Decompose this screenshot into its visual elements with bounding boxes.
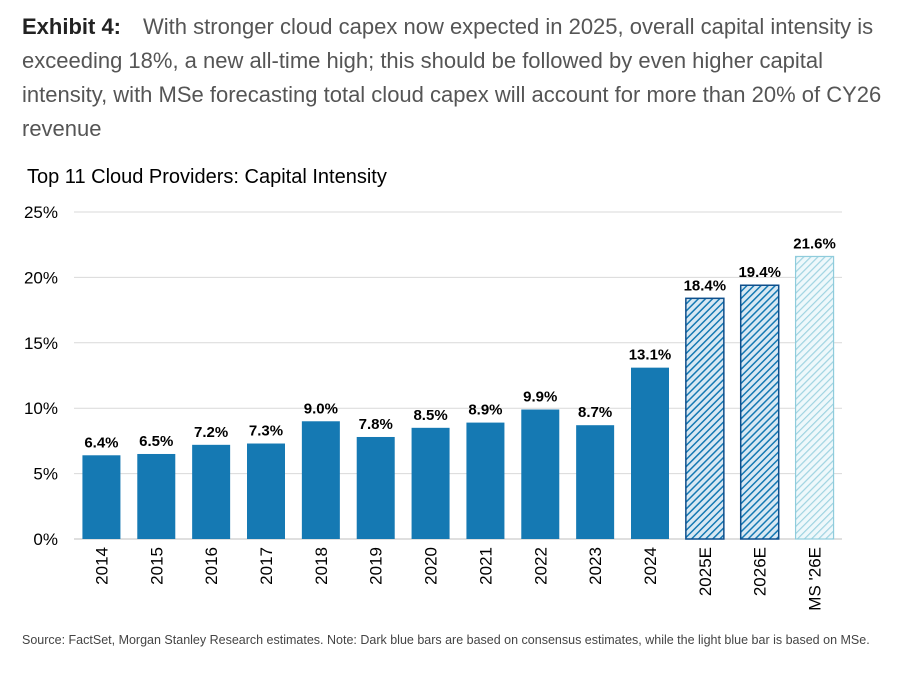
bar-2022: [521, 409, 560, 539]
data-label: 8.5%: [413, 407, 447, 424]
x-tick-label: 2016: [202, 547, 221, 585]
bar-2014: [82, 455, 121, 539]
data-label: 7.2%: [194, 424, 228, 441]
data-label: 18.4%: [684, 277, 727, 294]
x-tick-label: MS '26E: [806, 547, 825, 611]
exhibit-caption: Exhibit 4: With stronger cloud capex now …: [22, 10, 892, 146]
x-tick-label: 2014: [92, 547, 111, 585]
data-label: 6.5%: [139, 433, 173, 450]
bar-2020: [411, 427, 450, 539]
bar-2025E: [685, 297, 725, 540]
bar-2018: [301, 421, 340, 539]
y-tick-label: 20%: [24, 268, 58, 287]
exhibit-label: Exhibit 4:: [22, 14, 122, 39]
x-tick-label: 2025E: [696, 547, 715, 596]
data-label: 9.9%: [523, 389, 557, 406]
y-tick-label: 10%: [24, 399, 58, 418]
data-label: 9.0%: [304, 400, 338, 417]
data-label: 13.1%: [629, 347, 672, 364]
x-tick-label: 2020: [422, 547, 441, 585]
y-tick-label: 15%: [24, 334, 58, 353]
x-tick-label: 2024: [641, 547, 660, 585]
y-axis: 0% 5% 10% 15% 20% 25%: [24, 203, 58, 549]
bar-2015: [137, 453, 176, 539]
data-label: 8.9%: [468, 402, 502, 419]
data-label: 19.4%: [738, 264, 781, 281]
x-axis: 2014 2015 2016 2017 2018 2019 2020 2021 2022 2023…: [92, 547, 824, 611]
x-tick-label: 2023: [586, 547, 605, 585]
data-label: 6.4%: [84, 434, 118, 451]
y-tick-label: 0%: [33, 530, 58, 549]
x-tick-label: 2019: [367, 547, 386, 585]
bar-2021: [466, 422, 505, 539]
source-note: Source: FactSet, Morgan Stanley Research…: [22, 633, 870, 647]
x-tick-label: 2017: [257, 547, 276, 585]
y-tick-label: 5%: [33, 465, 58, 484]
data-label: 8.7%: [578, 404, 612, 421]
x-tick-label: 2022: [531, 547, 550, 585]
bar-2026E: [739, 284, 780, 540]
chart-title: Top 11 Cloud Providers: Capital Intensit…: [27, 166, 387, 188]
bar-2017: [247, 443, 285, 539]
bar-2023: [576, 425, 615, 539]
x-tick-label: 2018: [312, 547, 331, 585]
data-label: 7.3%: [249, 423, 283, 440]
x-tick-label: 2021: [476, 547, 495, 585]
y-tick-label: 25%: [24, 203, 58, 222]
x-tick-label: 2026E: [751, 547, 770, 596]
data-label: 21.6%: [793, 235, 836, 252]
exhibit-text: With stronger cloud capex now expected i…: [22, 14, 882, 141]
grid-layer: [74, 211, 842, 540]
x-tick-label: 2015: [147, 547, 166, 585]
capital-intensity-chart: 0% 5% 10% 15% 20% 25% 6.4% 6.5% 7.2% 7.3% 9.0% 7.8…: [24, 203, 842, 611]
bars: [82, 255, 835, 540]
bar-MS-26E: [794, 255, 835, 540]
data-labels: 6.4% 6.5% 7.2% 7.3% 9.0% 7.8% 8.5% 8.9% 9.9% 8.7%…: [84, 235, 836, 451]
data-label: 7.8%: [359, 416, 393, 433]
bar-2019: [356, 436, 395, 539]
bar-2024: [631, 367, 669, 539]
bar-2016: [192, 444, 231, 539]
